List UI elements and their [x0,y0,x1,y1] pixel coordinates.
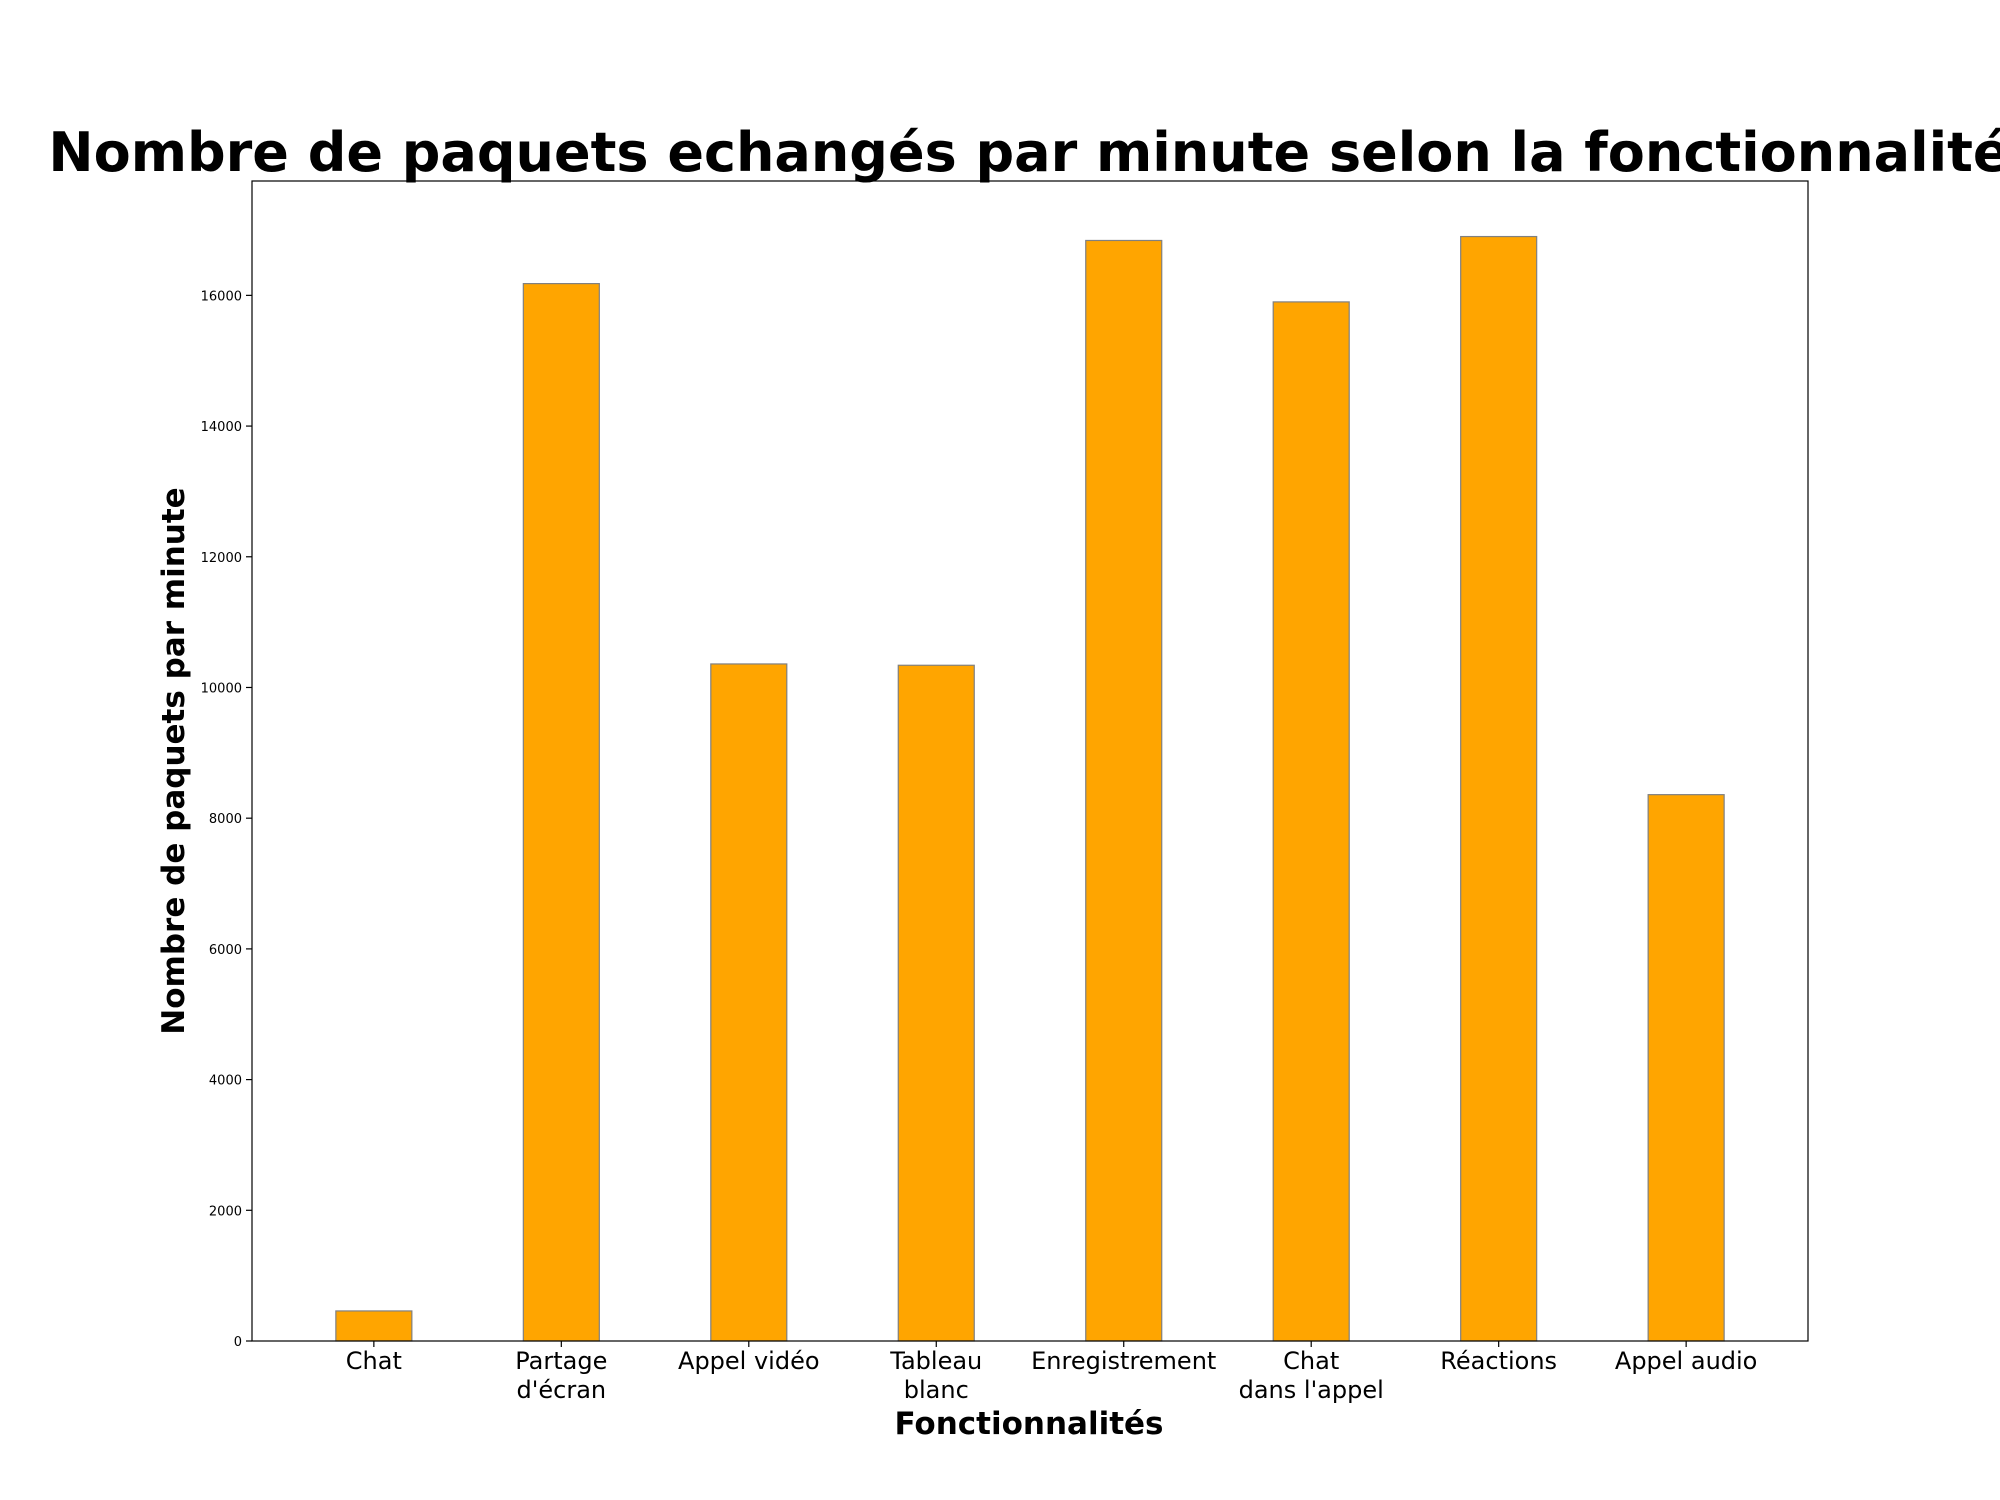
bar-5 [1272,301,1350,1342]
x-axis: Chat Partage d'écran Appel vidéo Tableau blan… [346,1341,1757,1404]
x-tick-label-0: Chat [346,1347,402,1375]
bar-4 [1085,239,1163,1342]
y-tick-label-4: 8000 [209,812,242,827]
y-tick-label-3: 6000 [209,943,242,958]
y-tick-label-0: 0 [234,1335,242,1350]
bars-group [335,235,1725,1342]
x-tick-label-4: Enregistrement [1031,1347,1216,1375]
y-axis-label: Nombre de paquets par minute [156,487,192,1034]
bar-1 [522,283,600,1342]
y-tick-label-5: 10000 [201,681,242,696]
plot-frame [251,180,1809,1342]
x-axis-label: Fonctionnalités [894,1406,1163,1442]
bar-0 [335,1310,413,1342]
y-axis: 0 2000 4000 6000 8000 10000 12000 14000 16000 [201,289,252,1350]
x-tick-label-6: Réactions [1440,1347,1557,1375]
bar-6 [1460,235,1538,1342]
bar-7 [1647,794,1725,1342]
y-tick-label-1: 2000 [209,1204,242,1219]
bar-2 [710,663,788,1342]
x-tick-label-1: Partage d'écran [515,1347,607,1404]
y-tick-label-8: 16000 [201,289,242,304]
x-tick-label-3: Tableau blanc [889,1347,982,1404]
y-tick-label-2: 4000 [209,1074,242,1089]
x-tick-label-2: Appel vidéo [678,1347,820,1375]
y-tick-label-6: 12000 [201,551,242,566]
x-tick-label-7: Appel audio [1615,1347,1757,1375]
y-tick-label-7: 14000 [201,420,242,435]
bar-3 [897,664,975,1342]
chart-title: Nombre de paquets echangés par minute se… [48,121,2000,184]
x-tick-label-5: Chat dans l'appel [1239,1347,1384,1404]
